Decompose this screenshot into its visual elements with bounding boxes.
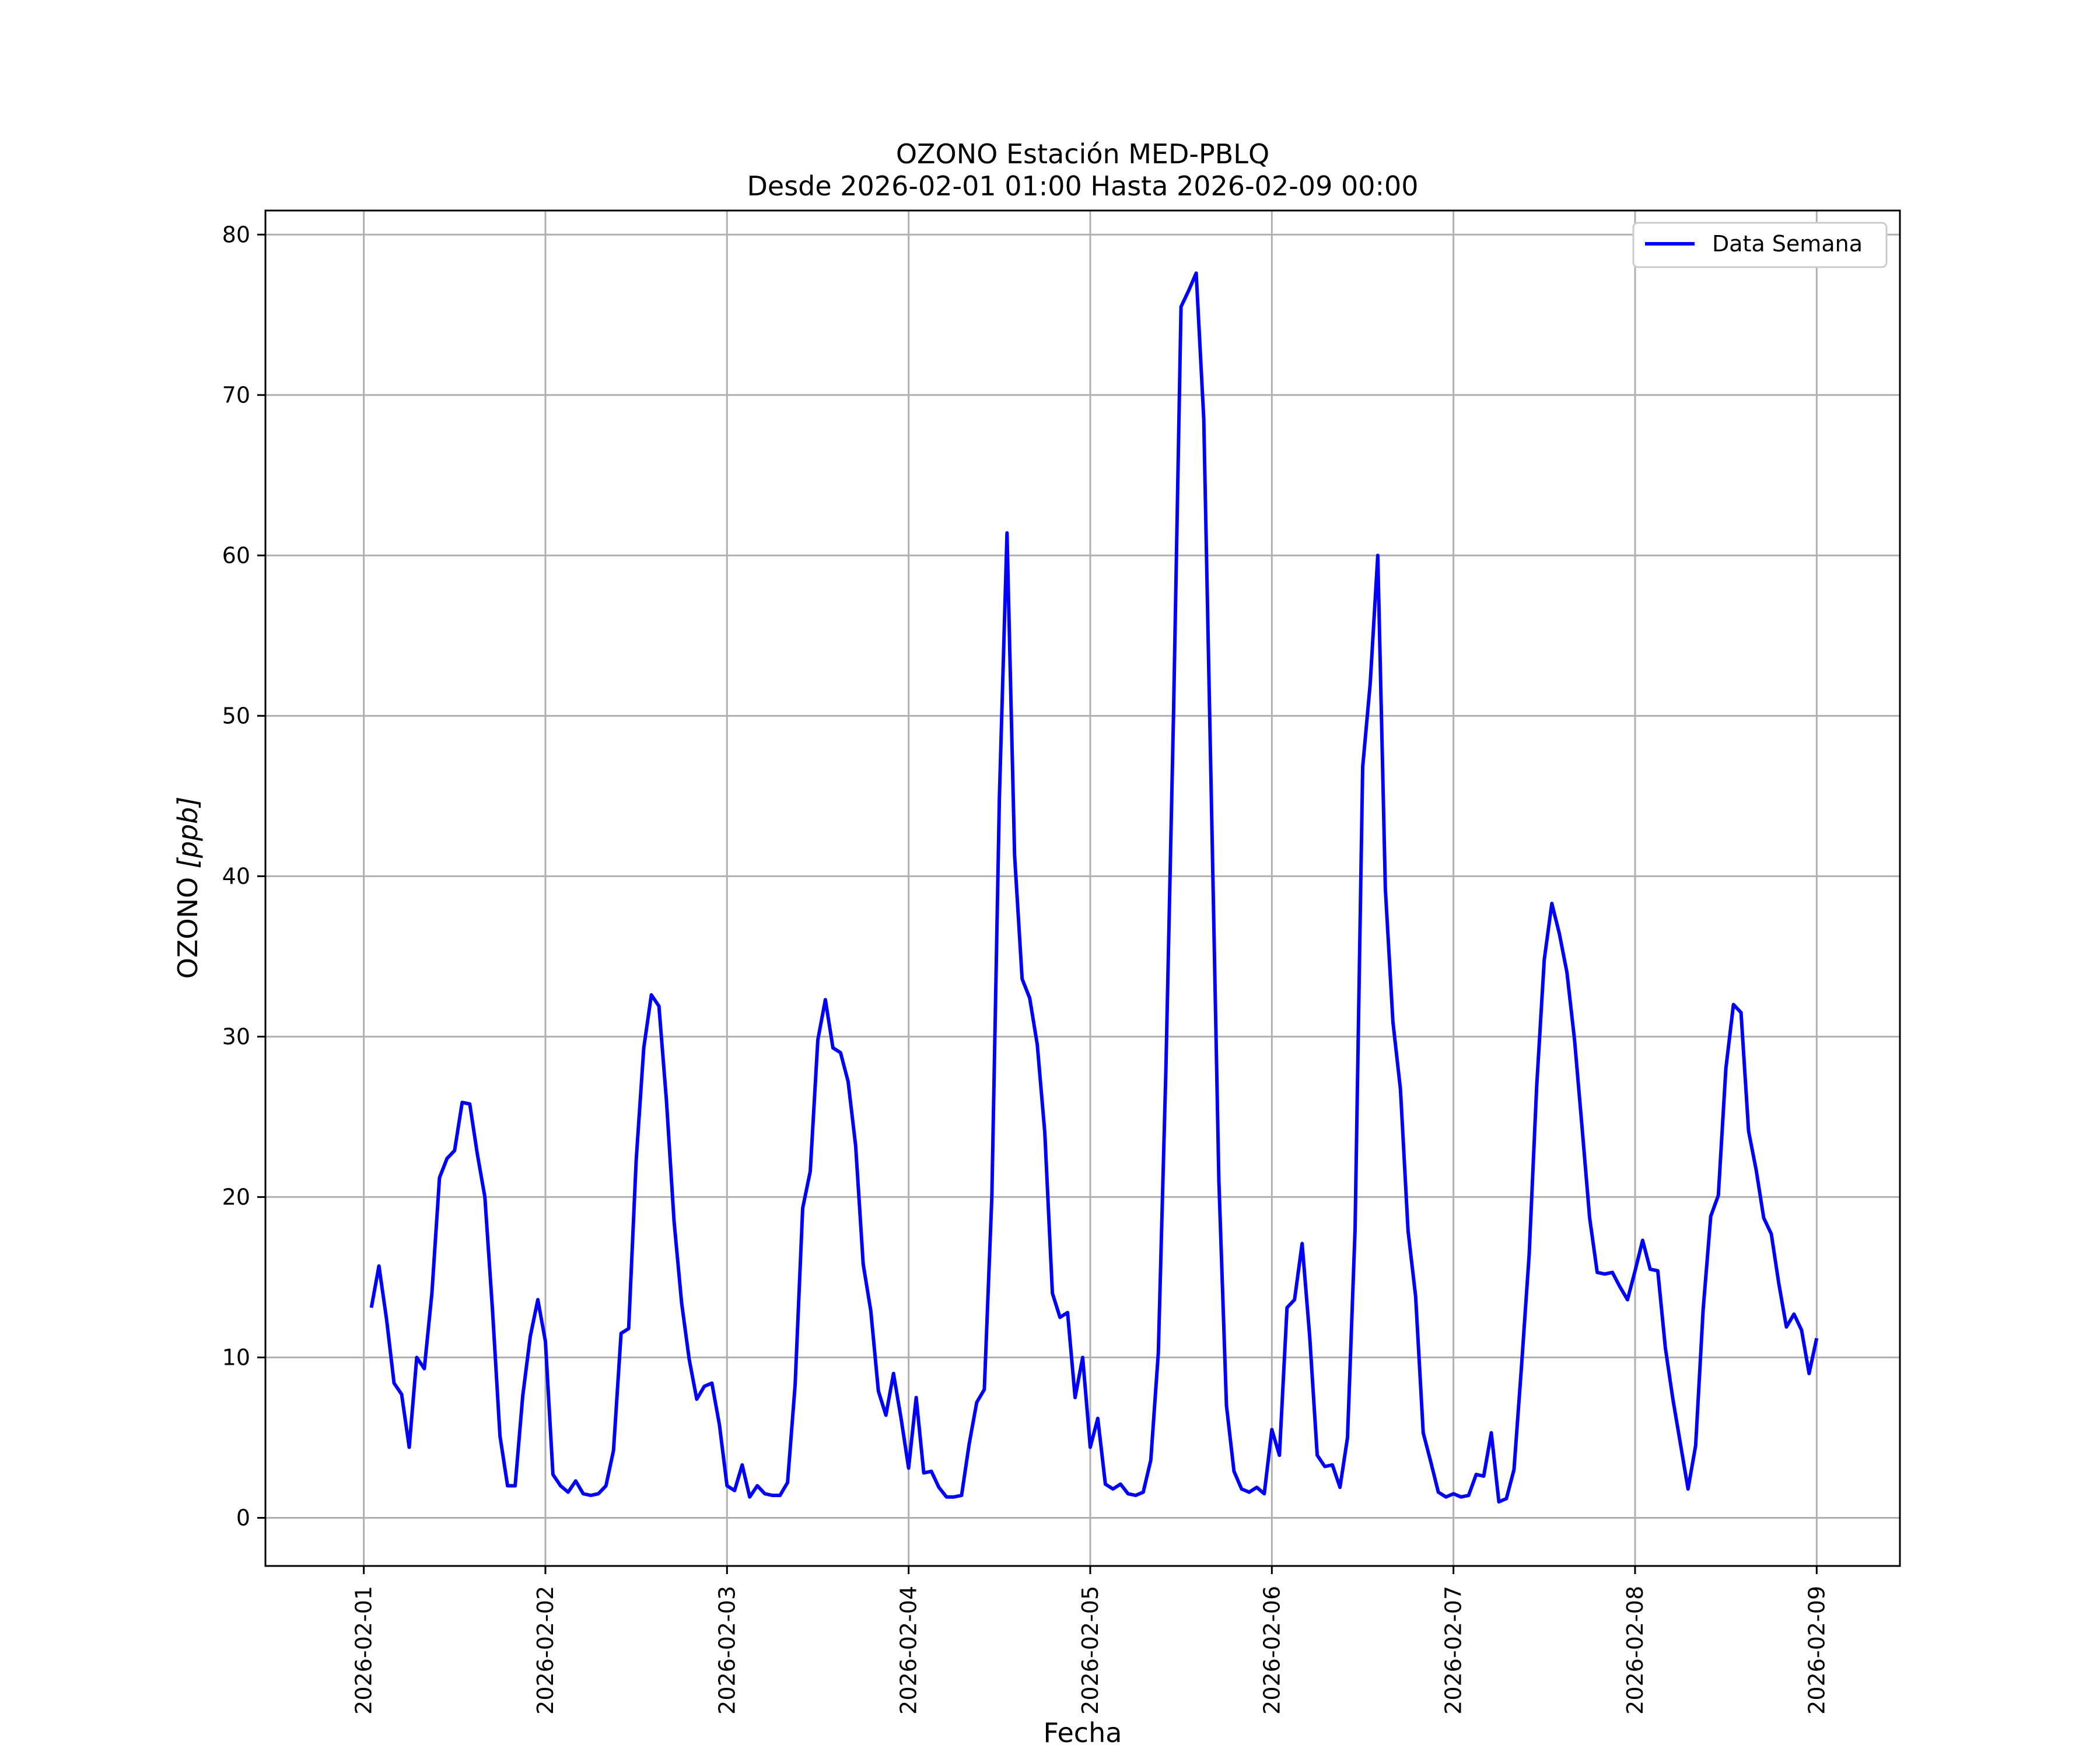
x-tick-label: 2026-02-06: [1259, 1586, 1284, 1715]
legend-box: [1632, 222, 1888, 268]
x-tick-label: 2026-02-09: [1804, 1586, 1829, 1715]
x-tick-label: 2026-02-01: [351, 1586, 377, 1715]
x-axis-title: Fecha: [1044, 1717, 1122, 1749]
y-tick-label: 50: [222, 703, 250, 728]
chart-title: OZONO Estación MED-PBLQ: [896, 138, 1269, 170]
x-tick-label: 2026-02-08: [1622, 1586, 1648, 1715]
y-tick-label: 30: [222, 1024, 250, 1049]
x-tick-label: 2026-02-04: [896, 1586, 922, 1715]
chart-subtitle: Desde 2026-02-01 01:00 Hasta 2026-02-09 …: [747, 170, 1418, 202]
y-tick-label: 40: [222, 863, 250, 889]
y-axis-title-text: OZONO: [172, 868, 204, 979]
x-tick-label: 2026-02-07: [1441, 1586, 1466, 1715]
axis-ticks: 0 10 20 30 40 50 60 70 80 2026-02-01 2026-02-02 202…: [222, 222, 1830, 1715]
y-tick-label: 20: [222, 1184, 250, 1210]
plot-frame: [264, 209, 1901, 1567]
y-tick-label: 10: [222, 1344, 250, 1370]
series-layer: [369, 271, 1819, 1504]
y-tick-label: 80: [222, 222, 250, 247]
x-tick-label: 2026-02-03: [714, 1586, 740, 1715]
x-tick-label: 2026-02-02: [533, 1586, 558, 1715]
y-axis-title: OZONO [ppb]: [172, 797, 204, 979]
legend-label: Data Semana: [1712, 231, 1863, 257]
y-tick-label: 0: [236, 1505, 250, 1530]
x-tick-label: 2026-02-05: [1077, 1586, 1103, 1715]
legend: Data Semana: [1632, 222, 1888, 268]
y-tick-label: 60: [222, 542, 250, 568]
series-line-data-semana: [369, 271, 1819, 1504]
y-tick-label: 70: [222, 382, 250, 408]
y-axis-title-unit: [ppb]: [172, 797, 204, 869]
